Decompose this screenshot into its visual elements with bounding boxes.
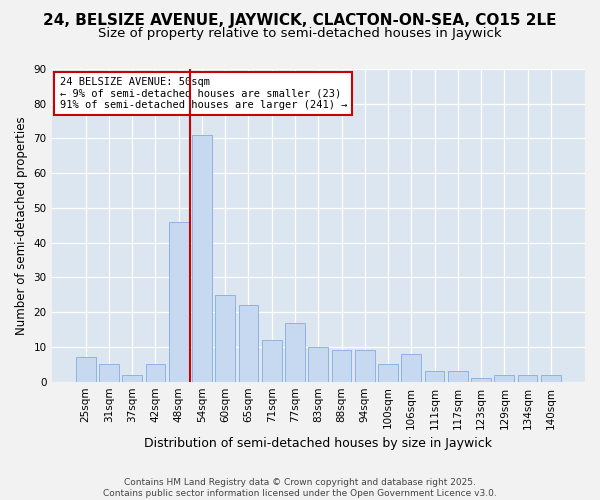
Bar (192, 135, 212, 382)
Bar (122, 374, 142, 382)
X-axis label: Distribution of semi-detached houses by size in Jaywick: Distribution of semi-detached houses by … (144, 437, 492, 450)
Bar (448, 372, 468, 382)
Bar (146, 364, 166, 382)
Bar (425, 372, 445, 382)
Bar (169, 222, 188, 382)
Bar (471, 378, 491, 382)
Bar (239, 305, 259, 382)
Bar (401, 354, 421, 382)
Bar (378, 364, 398, 382)
Bar (332, 350, 352, 382)
Bar (494, 374, 514, 382)
Bar (262, 340, 281, 382)
Y-axis label: Number of semi-detached properties: Number of semi-detached properties (15, 116, 28, 334)
Text: 24, BELSIZE AVENUE, JAYWICK, CLACTON-ON-SEA, CO15 2LE: 24, BELSIZE AVENUE, JAYWICK, CLACTON-ON-… (43, 12, 557, 28)
Bar (308, 347, 328, 382)
Text: Contains HM Land Registry data © Crown copyright and database right 2025.
Contai: Contains HM Land Registry data © Crown c… (103, 478, 497, 498)
Bar (215, 295, 235, 382)
Bar (518, 374, 538, 382)
Bar (355, 350, 374, 382)
Bar (76, 358, 95, 382)
Bar (99, 364, 119, 382)
Text: Size of property relative to semi-detached houses in Jaywick: Size of property relative to semi-detach… (98, 28, 502, 40)
Text: 24 BELSIZE AVENUE: 50sqm
← 9% of semi-detached houses are smaller (23)
91% of se: 24 BELSIZE AVENUE: 50sqm ← 9% of semi-de… (59, 77, 347, 110)
Bar (285, 322, 305, 382)
Bar (541, 374, 561, 382)
